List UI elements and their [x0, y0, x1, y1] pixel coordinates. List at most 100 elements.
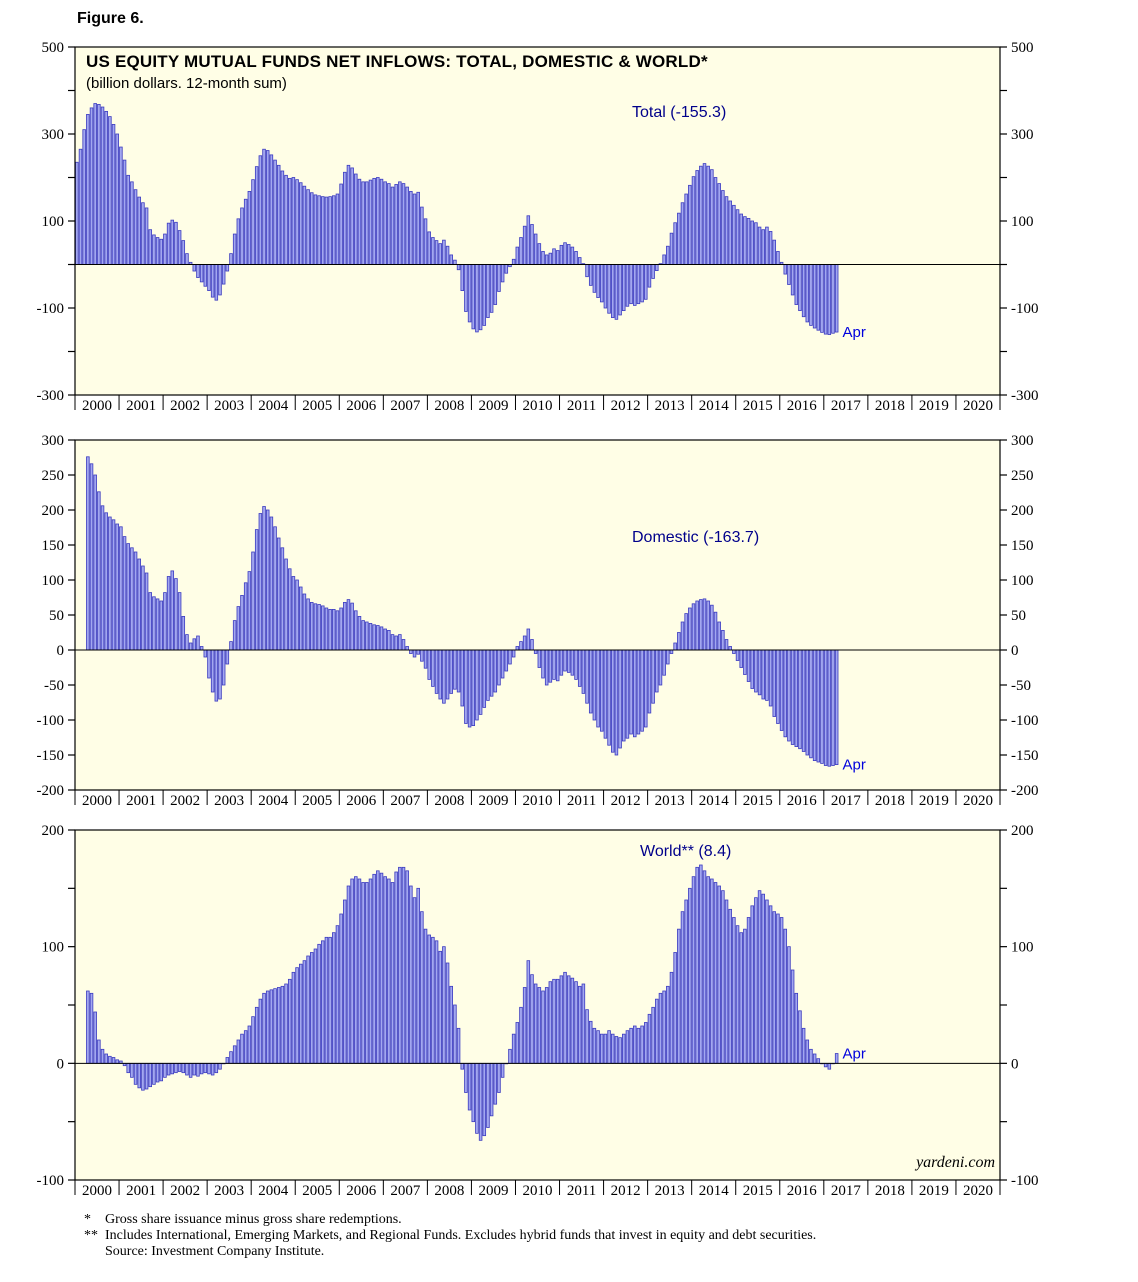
bar — [218, 1062, 222, 1070]
bar — [706, 165, 710, 265]
bar — [662, 254, 666, 265]
y-tick-label: -100 — [37, 713, 65, 729]
year-label: 2008 — [434, 793, 464, 809]
bar — [669, 971, 674, 1064]
bar — [346, 164, 351, 265]
bar — [805, 649, 810, 756]
bar — [240, 207, 244, 265]
bar — [526, 628, 531, 651]
bar — [533, 233, 538, 265]
bar — [776, 913, 780, 1064]
bar — [552, 649, 556, 680]
bar — [398, 866, 402, 1064]
bar — [555, 978, 560, 1064]
bar — [522, 987, 527, 1064]
bar — [497, 264, 501, 292]
y-tick-label: 200 — [1011, 823, 1034, 839]
year-label: 2002 — [170, 398, 200, 414]
bar — [104, 1053, 108, 1064]
year-label: 2003 — [214, 793, 244, 809]
bar — [801, 1027, 806, 1064]
bar — [710, 604, 714, 651]
bar — [306, 955, 310, 1064]
bar — [570, 246, 575, 265]
bar — [464, 649, 468, 724]
bar — [416, 887, 420, 1064]
bar — [691, 876, 696, 1064]
bar — [614, 1036, 619, 1064]
bar — [115, 523, 119, 651]
bar — [644, 1022, 648, 1064]
bar — [489, 264, 494, 313]
bar — [141, 1062, 145, 1091]
bar — [743, 649, 747, 675]
year-label: 2015 — [743, 1183, 773, 1199]
y-tick-label: 100 — [1011, 940, 1034, 956]
year-label: 2013 — [655, 1183, 685, 1199]
bar — [177, 230, 182, 265]
bar — [111, 1057, 116, 1064]
bar — [357, 878, 362, 1064]
bar — [401, 183, 406, 265]
bar — [148, 1062, 152, 1088]
bar — [317, 943, 321, 1064]
year-label: 2001 — [126, 1183, 156, 1199]
bar — [798, 1010, 802, 1064]
bar — [599, 1033, 604, 1064]
bar — [420, 649, 424, 662]
bar — [809, 264, 813, 326]
bar — [544, 987, 549, 1064]
bar — [376, 870, 380, 1064]
bar — [787, 264, 791, 285]
bar — [541, 990, 545, 1064]
bar — [82, 129, 86, 265]
bar — [387, 183, 391, 265]
bar — [805, 1039, 810, 1064]
bar — [644, 649, 648, 728]
year-label: 2010 — [523, 1183, 553, 1199]
year-label: 2019 — [919, 1183, 949, 1199]
bar — [552, 248, 556, 265]
year-label: 2020 — [963, 1183, 993, 1199]
bar — [302, 185, 307, 265]
bar — [688, 887, 692, 1064]
bar — [196, 264, 200, 278]
bar — [820, 264, 824, 333]
year-label: 2010 — [523, 398, 553, 414]
year-label: 2014 — [699, 1183, 730, 1199]
bar — [313, 603, 318, 651]
bar — [768, 231, 773, 265]
bar — [170, 1062, 175, 1075]
bar — [651, 1006, 655, 1064]
bar — [431, 649, 435, 687]
bar — [133, 189, 138, 265]
bar — [724, 196, 729, 265]
year-label: 2005 — [302, 793, 332, 809]
domestic-chart-canvas: -200 -200 -150 -150 -100 -100 -50 -50 0 0 50 50 100 1… — [37, 433, 1039, 809]
year-label: 2008 — [434, 1183, 464, 1199]
bar — [174, 1062, 178, 1074]
bar — [460, 264, 464, 292]
bar — [588, 1020, 593, 1064]
bar — [526, 215, 531, 265]
bar — [566, 649, 571, 673]
bar — [445, 962, 450, 1064]
bar — [548, 252, 553, 265]
bar — [548, 981, 553, 1064]
bar — [511, 258, 516, 265]
bar — [383, 181, 387, 265]
year-label: 2018 — [875, 1183, 905, 1199]
bar — [339, 183, 343, 265]
year-label: 2006 — [346, 1183, 377, 1199]
bar — [500, 1062, 505, 1078]
bar — [765, 226, 769, 265]
bar — [640, 649, 644, 732]
bar — [563, 649, 567, 672]
year-label: 2004 — [258, 398, 289, 414]
bar — [486, 1062, 490, 1128]
bar — [269, 516, 274, 651]
bar — [350, 602, 354, 651]
bar — [236, 606, 241, 651]
bar — [332, 932, 336, 1064]
